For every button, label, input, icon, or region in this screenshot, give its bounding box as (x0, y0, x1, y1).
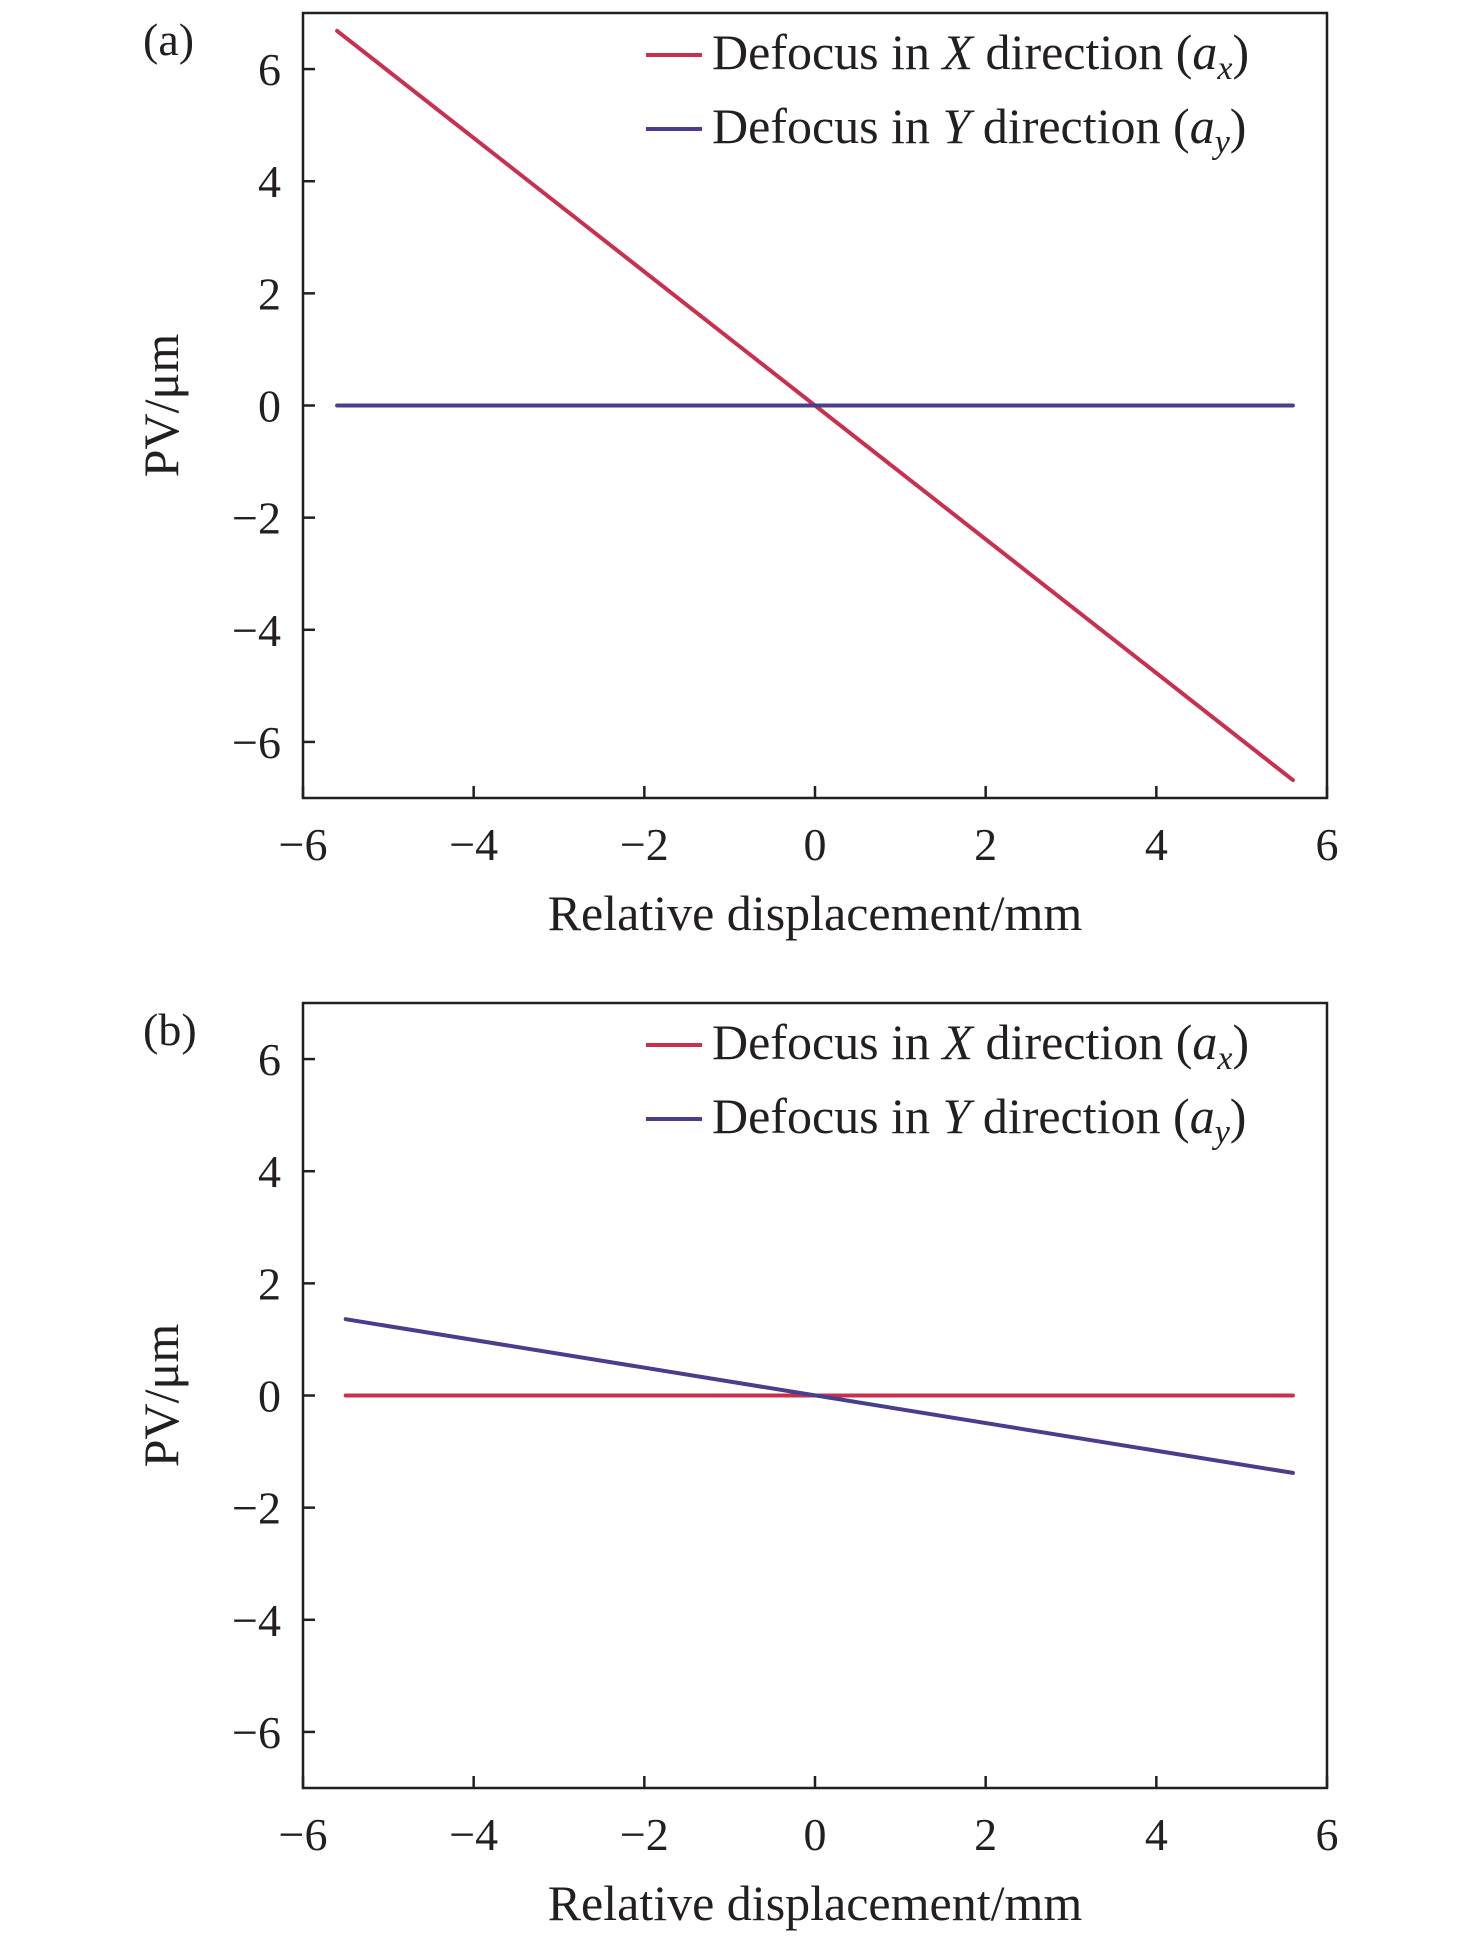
series-line-y-defocus (343, 1317, 1295, 1475)
legend-entry: Defocus in Y direction (ay) (712, 98, 1246, 161)
x-tick-label: 0 (804, 819, 827, 870)
y-axis-label: PV/μm (133, 1324, 189, 1468)
x-tick-label: 4 (1145, 1809, 1168, 1860)
y-tick-label: 0 (258, 1371, 281, 1422)
y-tick-label: 4 (258, 1146, 281, 1197)
x-tick-label: 2 (974, 819, 997, 870)
x-tick-label: −6 (279, 1809, 328, 1860)
y-tick-label: 6 (258, 1034, 281, 1085)
x-tick-label: 4 (1145, 819, 1168, 870)
y-tick-label: −4 (232, 1595, 281, 1646)
y-tick-label: 2 (258, 1258, 281, 1309)
x-tick-label: 0 (804, 1809, 827, 1860)
x-tick-label: −2 (620, 1809, 669, 1860)
legend-entry: Defocus in X direction (ax) (712, 1014, 1249, 1077)
legend-entry: Defocus in X direction (ax) (712, 24, 1249, 87)
x-tick-label: 6 (1316, 1809, 1339, 1860)
panel-label: (a) (143, 14, 194, 65)
y-axis-label: PV/μm (133, 334, 189, 478)
x-tick-label: −6 (279, 819, 328, 870)
y-tick-label: −2 (232, 1483, 281, 1534)
chart-panel-a: −6 −4 −2 0 2 4 6 −6 −4 −2 0 2 4 6 Relative displacemen… (133, 11, 1339, 941)
y-tick-label: −6 (232, 1707, 281, 1758)
x-tick-label: 2 (974, 1809, 997, 1860)
y-tick-label: −4 (232, 605, 281, 656)
chart-panel-b: −6 −4 −2 0 2 4 6 −6 −4 −2 0 2 4 6 Relative displacemen… (133, 1001, 1339, 1931)
legend-entry: Defocus in Y direction (ay) (712, 1088, 1246, 1151)
y-tick-label: −2 (232, 493, 281, 544)
x-tick-label: −2 (620, 819, 669, 870)
y-tick-label: 4 (258, 156, 281, 207)
x-axis-label: Relative displacement/mm (548, 1875, 1083, 1931)
panel-label: (b) (143, 1004, 197, 1055)
y-tick-label: 0 (258, 381, 281, 432)
y-tick-label: −6 (232, 717, 281, 768)
y-tick-label: 2 (258, 268, 281, 319)
x-tick-label: −4 (449, 819, 498, 870)
x-tick-label: −4 (449, 1809, 498, 1860)
x-axis-label: Relative displacement/mm (548, 885, 1083, 941)
x-tick-label: 6 (1316, 819, 1339, 870)
y-tick-label: 6 (258, 44, 281, 95)
